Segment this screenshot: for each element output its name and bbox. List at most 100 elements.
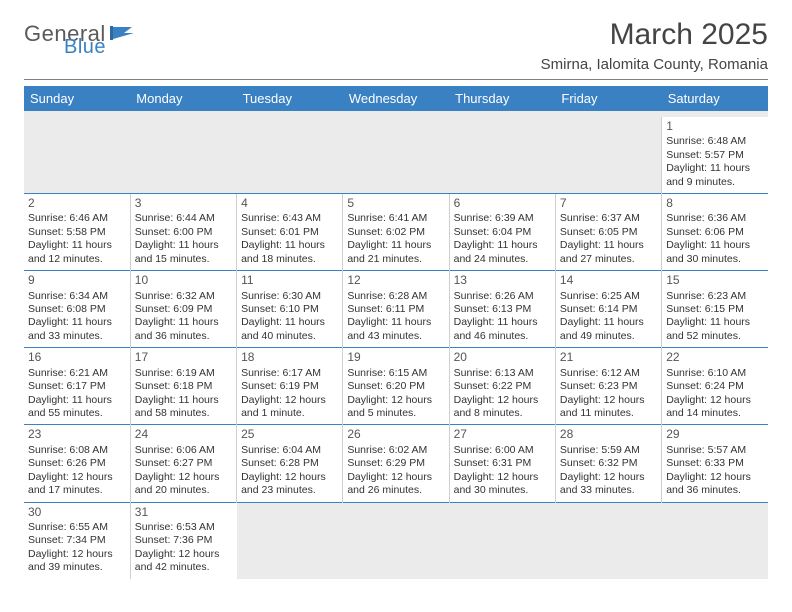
- calendar-day-cell: 6Sunrise: 6:39 AM Sunset: 6:04 PMDaylight…: [449, 194, 555, 271]
- day-number: 27: [454, 427, 551, 443]
- daylight-text: Daylight: 12 hoursand 1 minute.: [241, 394, 326, 419]
- calendar-week-row: 23Sunrise: 6:08 AMSunset: 6:26 PMDayligh…: [24, 425, 768, 502]
- page: General Blue March 2025 Smirna, Ialomita…: [0, 0, 792, 612]
- day-number: 21: [560, 350, 657, 366]
- calendar-week-row: 16Sunrise: 6:21 AMSunset: 6:17 PMDayligh…: [24, 348, 768, 425]
- daylight-text: Daylight: 11 hoursand 9 minutes.: [666, 162, 750, 187]
- sunset-text: Sunset: 7:36 PM: [135, 534, 213, 546]
- day-number: 20: [454, 350, 551, 366]
- daylight-text: Daylight: 11 hoursand 33 minutes.: [28, 316, 112, 341]
- calendar-day-cell: 24Sunrise: 6:06 AMSunset: 6:27 PMDayligh…: [130, 425, 236, 502]
- sunset-text: Sunset: 6:19 PM: [241, 380, 319, 392]
- day-number: 22: [666, 350, 764, 366]
- calendar-body: 1Sunrise: 6:48 AMSunset: 5:57 PMDaylight…: [24, 111, 768, 579]
- calendar-day-cell: 27Sunrise: 6:00 AMSunset: 6:31 PMDayligh…: [449, 425, 555, 502]
- sunset-text: Sunset: 6:29 PM: [347, 457, 425, 469]
- weekday-header: Sunday: [24, 86, 130, 111]
- sunrise-text: Sunrise: 6:30 AM: [241, 290, 321, 302]
- sunrise-text: Sunrise: 6:25 AM: [560, 290, 640, 302]
- daylight-text: Daylight: 11 hoursand 12 minutes.: [28, 239, 112, 264]
- brand-logo: General Blue: [24, 18, 136, 57]
- calendar-empty-cell: [130, 117, 236, 194]
- day-number: 6: [454, 196, 551, 212]
- sunset-text: Sunset: 7:34 PM: [28, 534, 106, 546]
- calendar-day-cell: 20Sunrise: 6:13 AMSunset: 6:22 PMDayligh…: [449, 348, 555, 425]
- calendar-day-cell: 5Sunrise: 6:41 AMSunset: 6:02 PMDaylight…: [343, 194, 449, 271]
- day-number: 24: [135, 427, 232, 443]
- location-text: Smirna, Ialomita County, Romania: [541, 56, 768, 73]
- sunset-text: Sunset: 6:20 PM: [347, 380, 425, 392]
- sunset-text: Sunset: 6:13 PM: [454, 303, 532, 315]
- day-number: 28: [560, 427, 657, 443]
- calendar-table: SundayMondayTuesdayWednesdayThursdayFrid…: [24, 86, 768, 579]
- sunrise-text: Sunrise: 6:43 AM: [241, 212, 321, 224]
- day-number: 26: [347, 427, 444, 443]
- daylight-text: Daylight: 11 hoursand 40 minutes.: [241, 316, 325, 341]
- daylight-text: Daylight: 11 hoursand 24 minutes.: [454, 239, 538, 264]
- day-number: 10: [135, 273, 232, 289]
- daylight-text: Daylight: 12 hoursand 14 minutes.: [666, 394, 751, 419]
- sunrise-text: Sunrise: 6:15 AM: [347, 367, 427, 379]
- calendar-empty-cell: [237, 117, 343, 194]
- sunset-text: Sunset: 6:28 PM: [241, 457, 319, 469]
- day-number: 2: [28, 196, 126, 212]
- sunset-text: Sunset: 6:02 PM: [347, 226, 425, 238]
- daylight-text: Daylight: 12 hoursand 42 minutes.: [135, 548, 220, 573]
- header-right: March 2025 Smirna, Ialomita County, Roma…: [541, 18, 768, 73]
- calendar-week-row: 2Sunrise: 6:46 AMSunset: 5:58 PMDaylight…: [24, 194, 768, 271]
- sunset-text: Sunset: 6:33 PM: [666, 457, 744, 469]
- sunrise-text: Sunrise: 6:46 AM: [28, 212, 108, 224]
- daylight-text: Daylight: 11 hoursand 43 minutes.: [347, 316, 431, 341]
- sunrise-text: Sunrise: 6:41 AM: [347, 212, 427, 224]
- day-number: 25: [241, 427, 338, 443]
- day-number: 16: [28, 350, 126, 366]
- daylight-text: Daylight: 11 hoursand 36 minutes.: [135, 316, 219, 341]
- daylight-text: Daylight: 11 hoursand 30 minutes.: [666, 239, 750, 264]
- daylight-text: Daylight: 12 hoursand 17 minutes.: [28, 471, 113, 496]
- sunset-text: Sunset: 6:22 PM: [454, 380, 532, 392]
- day-number: 17: [135, 350, 232, 366]
- sunrise-text: Sunrise: 6:00 AM: [454, 444, 534, 456]
- calendar-week-row: 9Sunrise: 6:34 AMSunset: 6:08 PMDaylight…: [24, 271, 768, 348]
- calendar-day-cell: 3Sunrise: 6:44 AMSunset: 6:00 PMDaylight…: [130, 194, 236, 271]
- calendar-week-row: 1Sunrise: 6:48 AMSunset: 5:57 PMDaylight…: [24, 117, 768, 194]
- sunrise-text: Sunrise: 6:19 AM: [135, 367, 215, 379]
- weekday-header: Wednesday: [343, 86, 449, 111]
- brand-word-2: Blue: [24, 38, 136, 56]
- sunrise-text: Sunrise: 6:37 AM: [560, 212, 640, 224]
- day-number: 14: [560, 273, 657, 289]
- sunset-text: Sunset: 6:18 PM: [135, 380, 213, 392]
- daylight-text: Daylight: 11 hoursand 27 minutes.: [560, 239, 644, 264]
- sunset-text: Sunset: 6:06 PM: [666, 226, 744, 238]
- calendar-empty-cell: [24, 117, 130, 194]
- calendar-empty-cell: [555, 502, 661, 579]
- daylight-text: Daylight: 12 hoursand 39 minutes.: [28, 548, 113, 573]
- calendar-day-cell: 30Sunrise: 6:55 AMSunset: 7:34 PMDayligh…: [24, 502, 130, 579]
- day-number: 18: [241, 350, 338, 366]
- sunset-text: Sunset: 6:00 PM: [135, 226, 213, 238]
- sunset-text: Sunset: 6:14 PM: [560, 303, 638, 315]
- daylight-text: Daylight: 11 hoursand 18 minutes.: [241, 239, 325, 264]
- calendar-day-cell: 21Sunrise: 6:12 AMSunset: 6:23 PMDayligh…: [555, 348, 661, 425]
- sunset-text: Sunset: 6:11 PM: [347, 303, 424, 315]
- sunset-text: Sunset: 6:23 PM: [560, 380, 638, 392]
- sunrise-text: Sunrise: 6:39 AM: [454, 212, 534, 224]
- daylight-text: Daylight: 11 hoursand 15 minutes.: [135, 239, 219, 264]
- daylight-text: Daylight: 12 hoursand 36 minutes.: [666, 471, 751, 496]
- calendar-day-cell: 13Sunrise: 6:26 AMSunset: 6:13 PMDayligh…: [449, 271, 555, 348]
- sunrise-text: Sunrise: 6:53 AM: [135, 521, 215, 533]
- daylight-text: Daylight: 12 hoursand 11 minutes.: [560, 394, 645, 419]
- sunset-text: Sunset: 6:04 PM: [454, 226, 532, 238]
- sunrise-text: Sunrise: 6:17 AM: [241, 367, 321, 379]
- sunset-text: Sunset: 6:08 PM: [28, 303, 106, 315]
- daylight-text: Daylight: 11 hoursand 46 minutes.: [454, 316, 538, 341]
- calendar-empty-cell: [449, 502, 555, 579]
- calendar-empty-cell: [343, 502, 449, 579]
- day-number: 3: [135, 196, 232, 212]
- calendar-day-cell: 19Sunrise: 6:15 AMSunset: 6:20 PMDayligh…: [343, 348, 449, 425]
- calendar-day-cell: 15Sunrise: 6:23 AMSunset: 6:15 PMDayligh…: [662, 271, 768, 348]
- page-title: March 2025: [541, 18, 768, 52]
- calendar-day-cell: 18Sunrise: 6:17 AMSunset: 6:19 PM Dayligh…: [237, 348, 343, 425]
- sunrise-text: Sunrise: 6:32 AM: [135, 290, 215, 302]
- sunset-text: Sunset: 6:05 PM: [560, 226, 638, 238]
